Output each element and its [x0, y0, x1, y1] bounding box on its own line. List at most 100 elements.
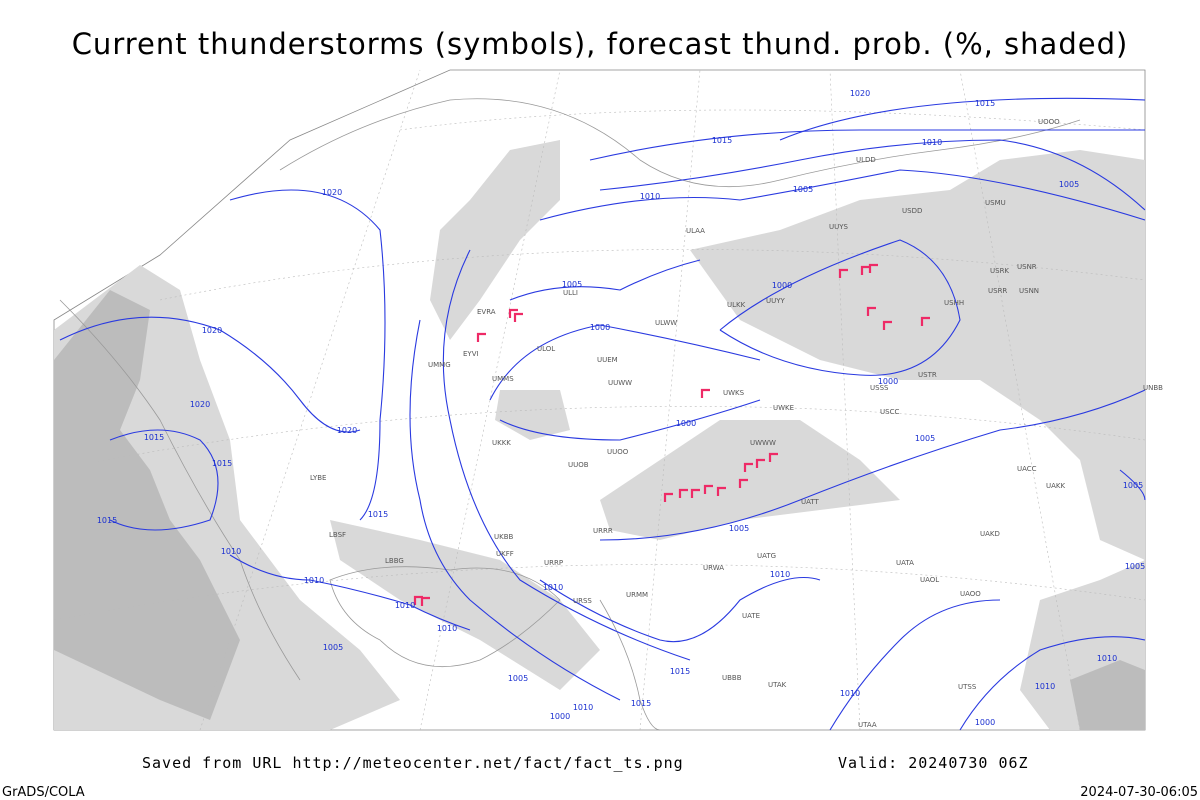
valid-time: Valid: 20240730 06Z: [838, 754, 1029, 772]
station-label: ULKK: [727, 301, 746, 309]
station-label: UUYY: [766, 297, 786, 305]
isobar-label: 1015: [631, 699, 651, 708]
isobar-label: 1005: [793, 185, 813, 194]
isobar-label: 1010: [304, 576, 324, 585]
isobar-label: 1015: [975, 99, 995, 108]
station-label: UMMG: [428, 361, 451, 369]
graticule: [53, 69, 1146, 731]
isobar-label: 1020: [322, 188, 342, 197]
isobar-label: 1000: [590, 323, 610, 332]
station-label: USDD: [902, 207, 922, 215]
station-label: USSS: [870, 384, 889, 392]
isobar-label: 1015: [144, 433, 164, 442]
station-label: UAKK: [1046, 482, 1066, 490]
isobar-label: 1020: [202, 326, 222, 335]
isobar-label: 1010: [543, 583, 563, 592]
station-label: ULWW: [655, 319, 677, 327]
station-label: UATT: [801, 498, 820, 506]
isobar-label: 1010: [640, 192, 660, 201]
shading: [54, 140, 1145, 730]
station-label: UTSS: [958, 683, 977, 691]
station-label: UUWW: [608, 379, 632, 387]
station-label: UKBB: [494, 533, 514, 541]
station-label: UWKS: [723, 389, 745, 397]
station-label: LYBE: [310, 474, 326, 482]
station-label: UUEM: [597, 356, 618, 364]
station-label: USNN: [1019, 287, 1039, 295]
station-label: EYVI: [463, 350, 479, 358]
timestamp: 2024-07-30-06:05: [1080, 785, 1198, 800]
isobar-label: 1020: [337, 426, 357, 435]
station-label: URRP: [544, 559, 563, 567]
isobar-label: 1015: [368, 510, 388, 519]
station-label: UUOO: [607, 448, 629, 456]
isobar-label: 1010: [840, 689, 860, 698]
station-label: UBBB: [722, 674, 742, 682]
isobar-label: 1005: [1125, 562, 1145, 571]
isobar-label: 1005: [915, 434, 935, 443]
station-label: ULLI: [563, 289, 578, 297]
isobar-label: 1000: [772, 281, 792, 290]
station-label: USMU: [985, 199, 1006, 207]
station-label: UMMS: [492, 375, 514, 383]
isobar-label: 1015: [97, 516, 117, 525]
station-label: URMM: [626, 591, 648, 599]
station-label: UAOO: [960, 590, 981, 598]
station-label: URSS: [573, 597, 592, 605]
station-label: UTAK: [768, 681, 787, 689]
station-label: UUOB: [568, 461, 589, 469]
station-label: UAKD: [980, 530, 1000, 538]
thunderstorm-symbols: [413, 263, 930, 606]
isobar-label: 1010: [221, 547, 241, 556]
isobar-label: 1005: [508, 674, 528, 683]
isobar-label: 1015: [212, 459, 232, 468]
station-label: USCC: [880, 408, 899, 416]
station-label: UOOO: [1038, 118, 1060, 126]
map-title: Current thunderstorms (symbols), forecas…: [72, 27, 1129, 61]
station-label: LBBG: [385, 557, 404, 565]
isobar-label: 1020: [190, 400, 210, 409]
isobar-label: 1005: [1123, 481, 1143, 490]
station-label: ULAA: [686, 227, 705, 235]
station-label: URWA: [703, 564, 724, 572]
station-label: USNR: [1017, 263, 1037, 271]
map-labels: 1020 1015 1015 1010 1010 1005 1005 1020 1005 1000…: [97, 89, 1163, 729]
station-label: USTR: [918, 371, 937, 379]
isobar-label: 1010: [1097, 654, 1117, 663]
station-label: UUYS: [829, 223, 849, 231]
source-url: Saved from URL http://meteocenter.net/fa…: [142, 754, 684, 772]
station-label: USHH: [944, 299, 964, 307]
isobar-label: 1005: [1059, 180, 1079, 189]
station-label: EVRA: [477, 308, 496, 316]
station-label: UATA: [896, 559, 914, 567]
isobar-label: 1000: [975, 718, 995, 727]
station-label: ULOL: [537, 345, 555, 353]
isobar-label: 1010: [922, 138, 942, 147]
station-label: UATG: [757, 552, 776, 560]
station-label: UKKK: [492, 439, 511, 447]
station-label: UTAA: [858, 721, 877, 729]
station-label: UAOL: [920, 576, 939, 584]
isobar-label: 1015: [670, 667, 690, 676]
isobar-label: 1000: [878, 377, 898, 386]
software-credit: GrADS/COLA: [2, 785, 85, 800]
isobar-label: 1010: [770, 570, 790, 579]
isobar-label: 1010: [1035, 682, 1055, 691]
coastlines: [59, 98, 1081, 731]
isobar-label: 1010: [437, 624, 457, 633]
station-label: UWWW: [750, 439, 776, 447]
station-label: UNBB: [1143, 384, 1163, 392]
isobar-label: 1000: [676, 419, 696, 428]
station-label: LBSF: [329, 531, 346, 539]
isobar-label: 1005: [562, 280, 582, 289]
isobar-label: 1005: [729, 524, 749, 533]
station-label: ULDD: [856, 156, 876, 164]
station-label: USRR: [988, 287, 1007, 295]
isobar-label: 1020: [850, 89, 870, 98]
station-label: USRK: [990, 267, 1009, 275]
station-label: UACC: [1017, 465, 1037, 473]
isobar-label: 1015: [712, 136, 732, 145]
station-label: UWKE: [773, 404, 794, 412]
station-label: UKFF: [496, 550, 514, 558]
